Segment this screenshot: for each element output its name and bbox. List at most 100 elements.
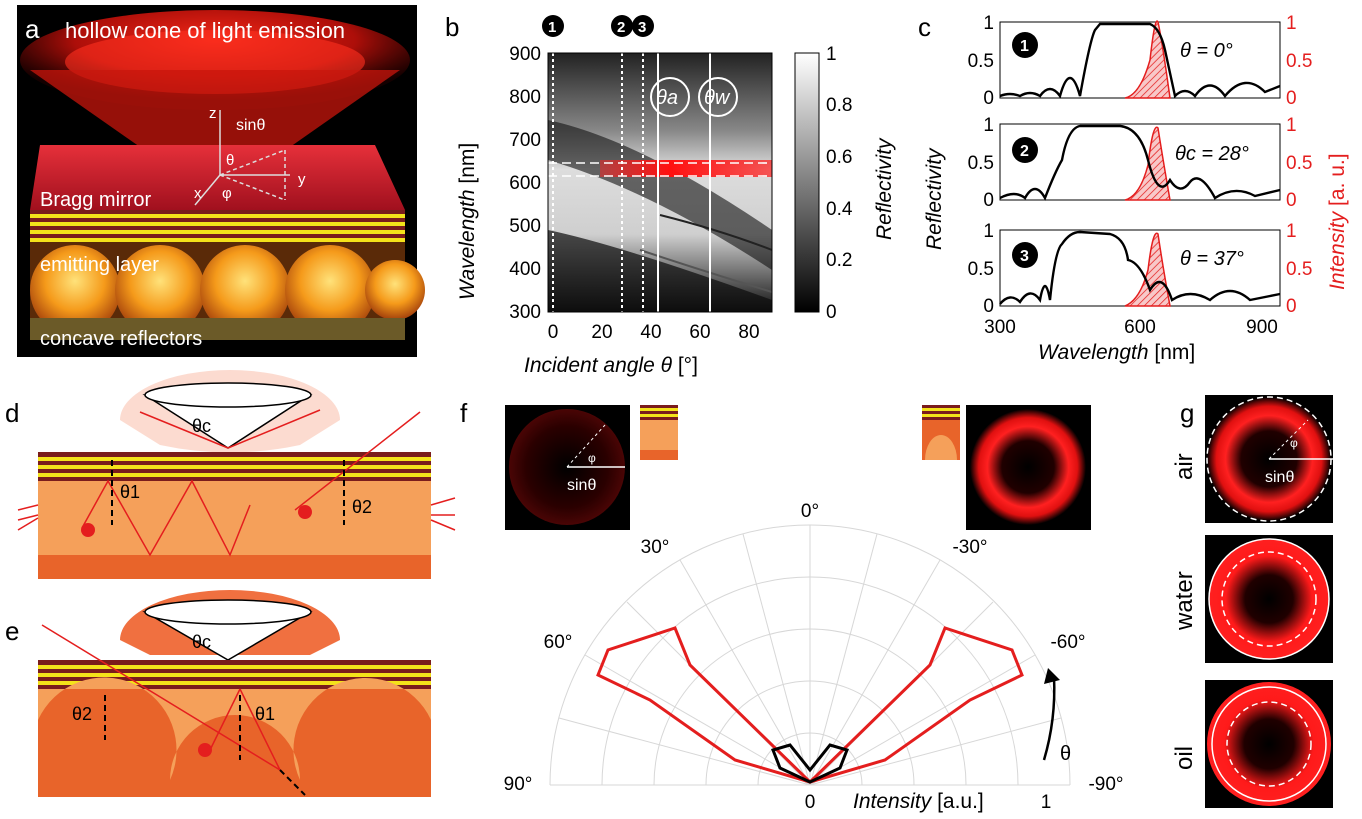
polar-grid: [549, 524, 1071, 786]
panel-f: f sinθ φ: [460, 398, 1124, 813]
c-xtick-900: 900: [1246, 317, 1278, 338]
panel-a-title: hollow cone of light emission: [65, 18, 345, 43]
panel-a-theta: θ: [226, 152, 234, 169]
panel-c-letter: c: [918, 12, 931, 42]
c-ltick-r1-0: 0: [983, 88, 994, 109]
c-ltick-r2-05: 0.5: [968, 153, 994, 174]
c-xlabel: Wavelength [nm]: [1038, 341, 1195, 364]
c-rtick-r3-0: 0: [1286, 296, 1297, 317]
f-rtick-0: 0: [805, 792, 816, 813]
c-rtick-r3-1: 1: [1286, 221, 1297, 242]
c-rtick-r1-1: 1: [1286, 13, 1297, 34]
g-label-oil: oil: [1171, 746, 1198, 770]
c-ltick-r1-05: 0.5: [968, 51, 994, 72]
f-tick-0: 0°: [801, 501, 819, 522]
c-ltick-r3-1: 1: [983, 221, 994, 242]
b-ytick-800: 800: [509, 87, 541, 108]
f-tick-60: 60°: [544, 632, 573, 653]
panel-e: e θc θ2 θ1: [5, 590, 431, 797]
g-label-water: water: [1171, 571, 1198, 631]
panel-a: a hollow cone of light emission sinθ z y…: [17, 5, 425, 357]
c-xtick-600: 600: [1124, 317, 1156, 338]
d-theta-2: θ2: [352, 497, 372, 517]
b-ytick-300: 300: [509, 302, 541, 323]
d-theta-c: θc: [192, 416, 211, 436]
f-rtick-1: 1: [1041, 792, 1052, 813]
f-tick-90: 90°: [504, 774, 533, 795]
cbar-0: 0: [826, 302, 837, 323]
panel-a-concave: concave reflectors: [40, 328, 202, 350]
c-rtick-r1-0: 0: [1286, 88, 1297, 109]
c-marker-1: 1: [1020, 38, 1029, 55]
e-theta-2: θ2: [72, 704, 92, 724]
c-ltick-r2-1: 1: [983, 115, 994, 136]
c-row2-label: θc = 28°: [1175, 143, 1249, 165]
panel-b-letter: b: [445, 12, 459, 42]
b-xtick-80: 80: [738, 322, 759, 343]
marker-1: 1: [548, 19, 556, 36]
panel-a-phi: φ: [222, 185, 232, 202]
c-marker-2: 2: [1020, 143, 1029, 160]
panel-a-bragg: Bragg mirror: [40, 189, 151, 211]
g-label-air: air: [1171, 453, 1198, 480]
theta-w-label: θw: [704, 87, 731, 109]
panel-a-sin: sinθ: [236, 117, 265, 134]
c-rtick-r2-1: 1: [1286, 115, 1297, 136]
c-xtick-300: 300: [984, 317, 1016, 338]
c-rtick-r3-05: 0.5: [1286, 259, 1312, 280]
c-rtick-r2-05: 0.5: [1286, 153, 1312, 174]
f-sin-label: sinθ: [567, 477, 596, 494]
b-ytick-700: 700: [509, 130, 541, 151]
b-ytick-400: 400: [509, 259, 541, 280]
c-ltick-r3-0: 0: [983, 296, 994, 317]
cbar-06: 0.6: [826, 147, 852, 168]
cbar-02: 0.2: [826, 250, 852, 271]
b-ytick-500: 500: [509, 216, 541, 237]
marker-3: 3: [638, 19, 646, 36]
f-tick-30: 30°: [641, 537, 670, 558]
panel-e-letter: e: [5, 616, 19, 646]
f-phi-label: φ: [588, 451, 596, 465]
b-ylabel: Wavelength [nm]: [456, 143, 479, 300]
e-theta-1: θ1: [255, 704, 275, 724]
c-row1-label: θ = 0°: [1180, 40, 1233, 62]
f-theta-arrow-label: θ: [1060, 743, 1071, 765]
panel-b: b θa θw 1 2 3 900 800 700: [445, 12, 896, 377]
cbar-04: 0.4: [826, 199, 853, 220]
c-ylabel-right: Intensity [a. u.]: [1326, 153, 1349, 290]
c-ylabel-left: Reflectivity: [923, 147, 946, 250]
theta-a-label: θa: [656, 87, 678, 109]
panel-g: g sinθ φ air water oil: [1171, 395, 1338, 808]
d-theta-1: θ1: [120, 482, 140, 502]
c-marker-3: 3: [1020, 248, 1029, 265]
g-sin-label: sinθ: [1265, 469, 1294, 486]
c-ltick-r2-0: 0: [983, 190, 994, 211]
f-intensity-label: Intensity [a.u.]: [853, 790, 984, 813]
panel-b-markers: 1 2 3: [542, 15, 654, 37]
b-xtick-60: 60: [689, 322, 710, 343]
b-xlabel: Incident angle θ [°]: [524, 354, 698, 377]
e-theta-c: θc: [192, 632, 211, 652]
panel-a-y: y: [298, 171, 306, 188]
cbar-label: Reflectivity: [873, 137, 896, 240]
cbar-08: 0.8: [826, 95, 852, 116]
f-tick-neg90: -90°: [1088, 774, 1123, 795]
c-rtick-r2-0: 0: [1286, 190, 1297, 211]
b-ytick-600: 600: [509, 173, 541, 194]
panel-a-emitting: emitting layer: [40, 254, 159, 276]
panel-f-letter: f: [460, 398, 468, 428]
panel-a-x: x: [194, 185, 202, 202]
panel-d: d θc θ1: [5, 370, 456, 579]
c-ltick-r1-1: 1: [983, 13, 994, 34]
b-xtick-40: 40: [640, 322, 661, 343]
panel-d-letter: d: [5, 398, 19, 428]
b-xtick-0: 0: [548, 322, 559, 343]
f-tick-neg30: -30°: [952, 537, 987, 558]
panel-a-z: z: [209, 105, 217, 122]
f-tick-neg60: -60°: [1050, 632, 1085, 653]
b-ytick-900: 900: [509, 44, 541, 65]
cbar-1: 1: [826, 44, 837, 65]
g-phi-label: φ: [1290, 436, 1298, 450]
